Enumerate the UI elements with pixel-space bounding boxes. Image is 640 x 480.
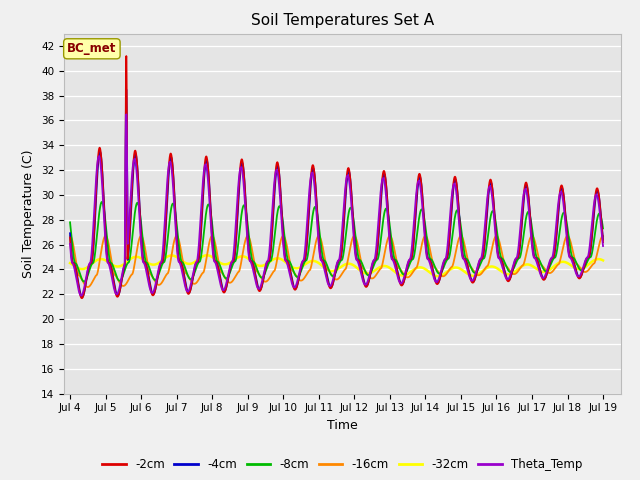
-2cm [398,283,406,288]
-4cm [549,255,557,261]
-8cm [80,279,88,285]
-16cm [84,284,92,290]
-2cm [122,53,130,59]
-8cm [215,261,223,266]
Theta_Temp [180,281,188,287]
-32cm [398,273,406,278]
-16cm [388,238,396,244]
-32cm [180,260,188,265]
-8cm [599,225,607,230]
-4cm [215,269,223,275]
-16cm [599,233,607,239]
-8cm [388,246,396,252]
-32cm [549,264,557,270]
-32cm [203,252,211,258]
-16cm [66,233,74,239]
-2cm [599,238,607,243]
X-axis label: Time: Time [327,419,358,432]
Theta_Temp [215,276,223,281]
-32cm [599,257,607,263]
-8cm [180,264,188,269]
Title: Soil Temperatures Set A: Soil Temperatures Set A [251,13,434,28]
-2cm [549,255,557,261]
-16cm [398,269,406,275]
-2cm [180,277,188,283]
Line: Theta_Temp: Theta_Temp [70,114,603,296]
-16cm [548,269,556,275]
Line: -2cm: -2cm [70,56,603,298]
-8cm [398,270,406,276]
-4cm [398,282,406,288]
-4cm [388,256,396,262]
Theta_Temp [398,280,406,286]
Theta_Temp [388,257,396,263]
-8cm [549,257,557,263]
Line: -4cm: -4cm [70,90,603,297]
-32cm [66,260,74,266]
-2cm [215,271,223,276]
-32cm [215,259,223,265]
-8cm [599,226,607,231]
-4cm [122,87,130,93]
-16cm [599,233,607,239]
-16cm [215,262,223,267]
-4cm [599,235,607,241]
Theta_Temp [549,253,557,259]
Line: -16cm: -16cm [70,236,603,287]
-8cm [66,219,74,225]
-2cm [599,240,607,245]
-8cm [98,199,106,205]
Line: -8cm: -8cm [70,202,603,282]
Text: BC_met: BC_met [67,42,116,55]
-4cm [78,294,86,300]
-2cm [66,235,74,240]
Y-axis label: Soil Temperature (C): Soil Temperature (C) [22,149,35,278]
-2cm [388,256,396,262]
-4cm [180,275,188,280]
-16cm [180,267,188,273]
-4cm [599,237,607,243]
Theta_Temp [66,241,74,247]
Legend: -2cm, -4cm, -8cm, -16cm, -32cm, Theta_Temp: -2cm, -4cm, -8cm, -16cm, -32cm, Theta_Te… [97,454,588,476]
Line: -32cm: -32cm [70,255,603,276]
-32cm [388,267,396,273]
-32cm [434,274,442,279]
Theta_Temp [599,243,607,249]
-2cm [78,295,86,301]
-32cm [599,257,607,263]
Theta_Temp [77,293,85,299]
-4cm [66,230,74,236]
Theta_Temp [599,242,607,248]
Theta_Temp [122,111,130,117]
